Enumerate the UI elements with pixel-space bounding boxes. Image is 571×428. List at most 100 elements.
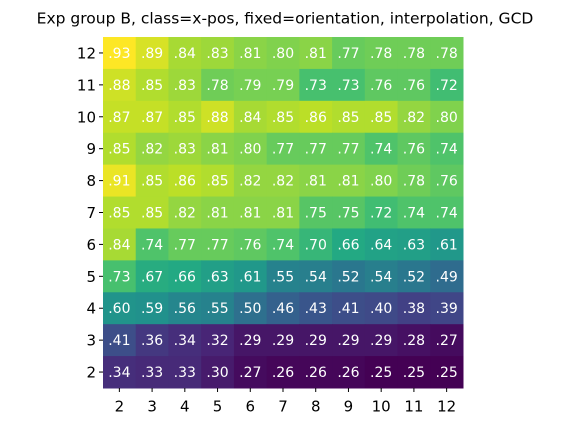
cell-label: .79 (272, 78, 294, 94)
cell-label: .41 (337, 301, 359, 317)
heatmap-cell (103, 164, 137, 198)
heatmap-cell (397, 260, 431, 293)
cell-label: .80 (239, 142, 261, 158)
cell-label: .73 (108, 269, 130, 285)
heatmap-cell (332, 292, 366, 325)
y-tick-label: 4 (86, 300, 96, 318)
heatmap-cell (299, 228, 333, 261)
y-tick-label: 11 (77, 76, 96, 94)
cell-label: .85 (108, 142, 130, 158)
cell-label: .73 (305, 78, 327, 94)
heatmap-cell (364, 100, 399, 134)
y-tick-label: 2 (86, 364, 96, 382)
cell-label: .86 (174, 174, 196, 190)
heatmap-cell (397, 228, 431, 261)
cell-label: .78 (206, 78, 228, 94)
heatmap-cell (135, 260, 169, 293)
heatmap-cell (168, 292, 202, 325)
cell-label: .89 (141, 46, 163, 62)
cell-label: .77 (337, 46, 359, 62)
heatmap-cell (397, 196, 431, 229)
heatmap-cell (266, 100, 300, 134)
cell-label: .29 (305, 333, 327, 349)
cell-label: .64 (370, 237, 392, 253)
heatmap-cell (397, 132, 431, 166)
cell-label: .85 (141, 174, 163, 190)
heatmap-cell (397, 164, 431, 198)
cell-label: .87 (108, 110, 130, 126)
x-tick-label: 5 (213, 398, 223, 416)
heatmap-cell (332, 132, 366, 166)
heatmap-cell (299, 260, 333, 293)
heatmap-cell (135, 228, 169, 261)
cell-label: .66 (337, 237, 359, 253)
cell-label: .85 (206, 174, 228, 190)
heatmap-cell (233, 37, 268, 70)
cell-label: .85 (272, 110, 294, 126)
heatmap-cell (103, 132, 137, 166)
heatmap-cell (266, 260, 300, 293)
cell-label: .26 (305, 365, 327, 381)
heatmap-cell (103, 100, 137, 134)
cell-label: .82 (174, 206, 196, 222)
heatmap-cell (135, 324, 169, 357)
cell-label: .81 (272, 206, 294, 222)
cell-label: .87 (141, 110, 163, 126)
cell-label: .84 (239, 110, 261, 126)
cell-label: .36 (141, 333, 163, 349)
heatmap-cell (266, 324, 300, 357)
heatmap-cell (299, 196, 333, 229)
cell-label: .26 (272, 365, 294, 381)
cell-label: .32 (206, 333, 228, 349)
cell-label: .85 (370, 110, 392, 126)
heatmap-cell (168, 324, 202, 357)
cell-label: .55 (272, 269, 294, 285)
cell-label: .85 (108, 206, 130, 222)
cell-label: .80 (272, 46, 294, 62)
cell-label: .74 (436, 206, 458, 222)
y-tick-label: 12 (77, 44, 96, 62)
cell-label: .77 (174, 237, 196, 253)
cell-label: .52 (403, 269, 425, 285)
heatmap-cell (233, 260, 268, 293)
cell-label: .78 (403, 46, 425, 62)
heatmap-cell (201, 196, 235, 229)
heatmap-cell (299, 164, 333, 198)
cell-label: .25 (436, 365, 458, 381)
cell-label: .81 (206, 142, 228, 158)
heatmap-cell (430, 164, 464, 198)
heatmap-cell (201, 164, 235, 198)
heatmap-cell (332, 100, 366, 134)
heatmap-cell (135, 292, 169, 325)
heatmap-cell (397, 37, 431, 70)
cell-label: .82 (272, 174, 294, 190)
cell-label: .88 (108, 78, 130, 94)
heatmap-cell (233, 324, 268, 357)
cell-label: .93 (108, 46, 130, 62)
heatmap-cell (266, 164, 300, 198)
cell-label: .67 (141, 269, 163, 285)
cell-label: .84 (174, 46, 196, 62)
cell-label: .29 (337, 333, 359, 349)
cell-label: .74 (272, 237, 294, 253)
cell-label: .72 (436, 78, 458, 94)
cell-label: .82 (403, 110, 425, 126)
cell-label: .80 (436, 110, 458, 126)
heatmap-cell (430, 132, 464, 166)
cell-label: .66 (174, 269, 196, 285)
cell-label: .82 (239, 174, 261, 190)
cell-label: .75 (337, 206, 359, 222)
y-tick-label: 9 (86, 140, 96, 158)
cell-label: .86 (305, 110, 327, 126)
heatmap-cell (168, 100, 202, 134)
cell-label: .25 (403, 365, 425, 381)
heatmap-cell (135, 100, 169, 134)
heatmap-cell (364, 164, 399, 198)
heatmap-cell (103, 260, 137, 293)
heatmap-cell (233, 100, 268, 134)
heatmap-cell (103, 228, 137, 261)
heatmap-cell (299, 132, 333, 166)
y-tick-label: 6 (86, 236, 96, 254)
cell-label: .33 (141, 365, 163, 381)
heatmap-cell (266, 68, 300, 102)
